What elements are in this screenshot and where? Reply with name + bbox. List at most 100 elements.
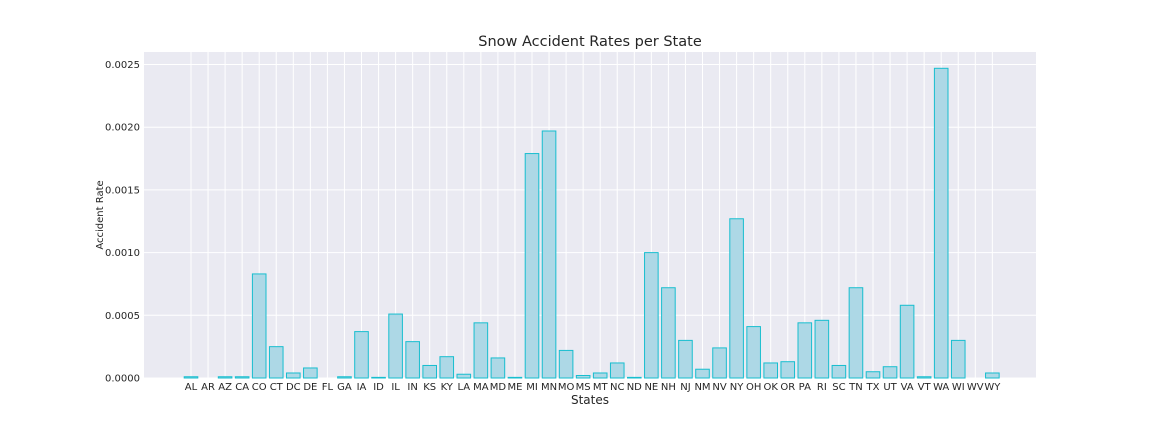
bar-ny [729,218,744,379]
x-tick-label: NM [694,382,710,393]
x-tick-label: UT [883,382,897,393]
bar-la [456,373,472,379]
x-tick-label: WA [933,382,949,393]
x-tick-label: AZ [218,382,232,393]
bar-pa [797,322,813,379]
x-tick-label: MN [541,382,557,393]
x-tick-label: IL [391,382,400,393]
x-tick-label: MO [558,382,575,393]
bar-sc [831,364,847,379]
bar-co [251,273,267,379]
y-tick-label: 0.0020 [105,123,140,134]
bar-in [405,341,420,379]
bar-nh [661,287,676,379]
bar-va [899,304,915,379]
x-tick-label: RI [817,382,827,393]
x-tick-label: ME [507,382,522,393]
y-tick-label: 0.0025 [105,60,140,71]
x-tick-label: MS [576,382,591,393]
bar-md [490,357,506,379]
chart-title: Snow Accident Rates per State [478,34,702,50]
bar-tx [865,371,881,379]
bar-tn [848,287,864,379]
bar-mi [524,153,540,379]
x-tick-label: VA [901,382,914,393]
x-tick-label: OR [780,382,795,393]
x-tick-label: NV [712,382,726,393]
bar-il [388,313,403,379]
x-tick-label: AL [185,382,198,393]
x-tick-label: NY [730,382,744,393]
bar-de [303,367,318,379]
bar-nc [609,362,625,379]
bar-nm [695,368,710,379]
y-tick-label: 0.0010 [105,248,140,259]
bar-ga [337,376,352,379]
x-tick-label: NJ [680,382,690,393]
y-axis-label: Accident Rate [95,180,106,249]
plot-area [144,52,1036,378]
x-tick-label: GA [337,382,352,393]
x-tick-label: TX [866,382,880,393]
x-tick-label: VT [918,382,932,393]
x-tick-label: WI [952,382,965,393]
x-tick-label: KS [423,382,436,393]
x-tick-label: MA [473,382,489,393]
x-tick-label: CO [252,382,267,393]
x-tick-label: ND [627,382,642,393]
bar-ri [814,319,830,379]
x-tick-label: AR [201,382,215,393]
x-tick-label: TN [848,382,863,393]
bar-nd [627,376,642,379]
bar-ky [439,356,455,379]
x-tick-label: MT [593,382,609,393]
x-tick-label: FL [322,382,334,393]
x-tick-label: OH [746,382,761,393]
bar-ms [575,374,591,379]
bar-wa [933,67,949,379]
bar-oh [746,326,761,379]
bar-nj [678,339,693,379]
x-tick-label: PA [799,382,811,393]
bar-ca [234,376,250,379]
x-tick-label: IA [357,382,367,393]
y-tick-labels: 0.0000 0.0005 0.0010 0.0015 0.0020 0.0025 [105,60,140,384]
x-tick-label: OK [763,382,778,393]
x-tick-label: ID [373,382,384,393]
x-tick-label: WY [984,382,1001,393]
bar-or [780,361,796,379]
x-tick-label: IN [407,382,417,393]
bar-vt [916,376,932,379]
y-tick-label: 0.0005 [105,311,140,322]
x-axis-label: States [571,393,609,407]
y-tick-label: 0.0015 [105,185,140,196]
bar-mt [592,372,608,379]
bar-ok [763,362,779,379]
y-tick-label: 0.0000 [105,374,140,385]
bar-dc [286,372,301,379]
x-tick-label: NE [644,382,658,393]
x-tick-label: SC [832,382,845,393]
x-tick-label: MD [490,382,507,393]
x-tick-label: MI [526,382,538,393]
x-tick-label: CT [270,382,284,393]
bar-id [371,376,386,379]
x-tick-label: DC [286,382,301,393]
x-tick-label: NH [661,382,676,393]
x-tick-label: WV [967,382,984,393]
bar-wi [950,339,966,379]
bar-ia [354,331,369,379]
bar-ct [268,346,284,379]
x-tick-label: CA [235,382,249,393]
bar-nv [712,347,727,379]
bar-mo [558,349,574,379]
bar-wy [985,372,1000,379]
bar-ma [473,322,489,379]
bars [183,67,1000,379]
x-tick-label: LA [457,382,470,393]
bar-mn [541,130,557,379]
bar-ne [644,252,659,379]
bar-al [183,376,199,379]
